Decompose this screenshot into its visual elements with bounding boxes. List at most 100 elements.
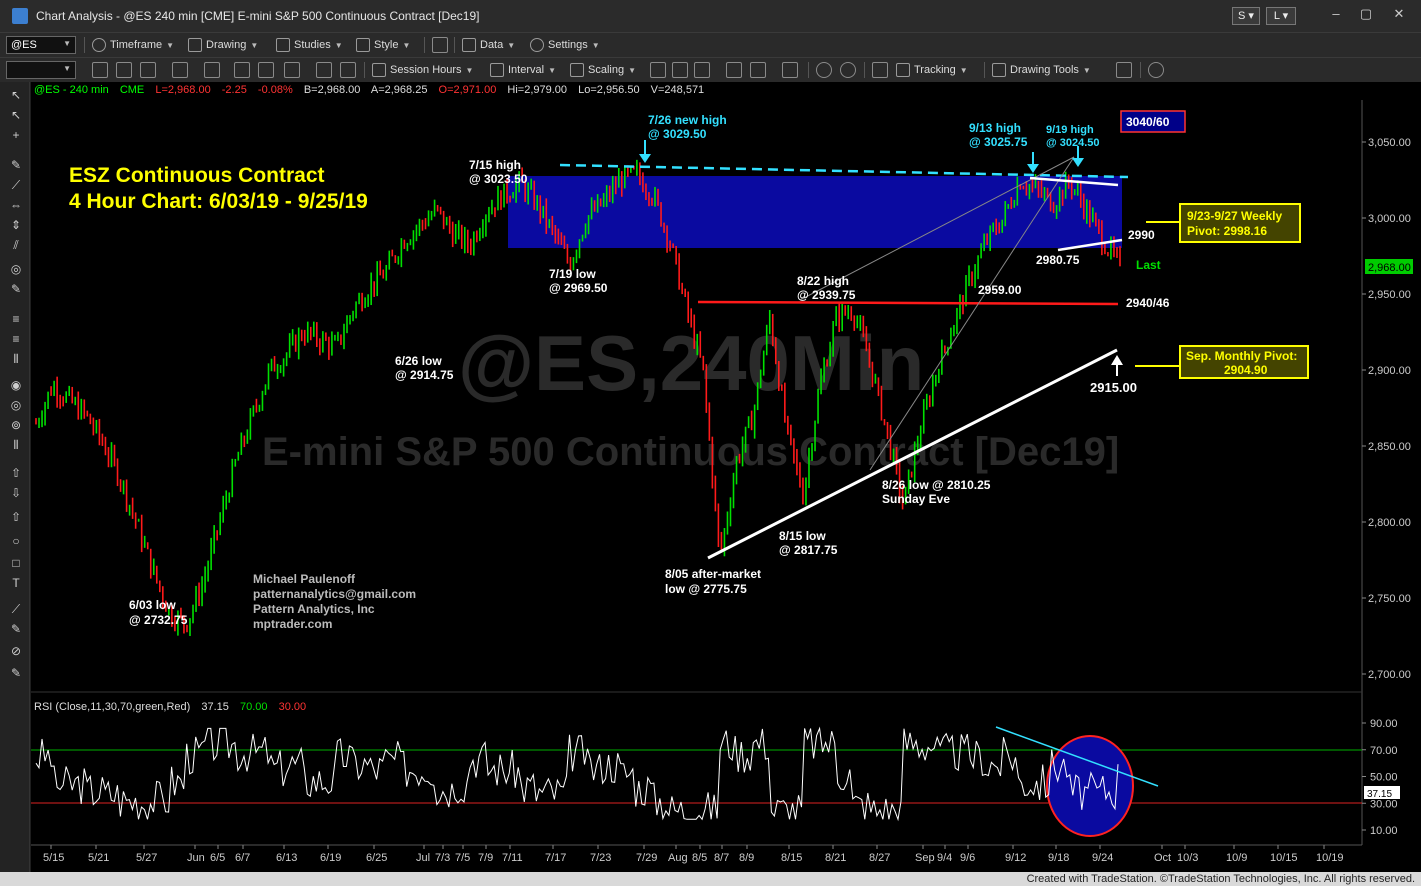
status-high: Hi=2,979.00 [507,84,567,96]
brush-icon[interactable]: ✎ [10,158,22,172]
session-hours-menu[interactable]: Session Hours ▼ [372,63,473,77]
zoom-out-icon[interactable] [840,62,856,78]
cycle-icon[interactable]: ◎ [10,398,22,412]
layout-icon[interactable] [432,37,448,53]
pointer-icon[interactable]: ↖ [10,108,22,122]
chat-icon[interactable] [1148,62,1164,78]
tracking-label: Tracking [914,64,956,76]
gann-icon[interactable]: ◎ [10,262,22,276]
studies-menu[interactable]: Studies ▼ [276,38,343,52]
lock-drawings-icon[interactable]: ⊘ [10,644,22,658]
arrow-select-icon[interactable]: ↖ [10,88,22,102]
crosshair-tool-icon[interactable]: + [12,128,20,142]
indicator-icon[interactable] [316,62,332,78]
weekly-pivot-box [1179,203,1301,243]
date-tick-label: 6/5 [210,852,225,864]
scroll-icon[interactable] [782,62,798,78]
status-volume: V=248,571 [651,84,705,96]
settings-drawings-icon[interactable]: ✎ [10,666,22,680]
chart-svg[interactable]: @ES - 240 min CME L=2,968.00 -2.25 -0.08… [31,82,1421,872]
zoom-in-icon[interactable] [816,62,832,78]
expand-icon[interactable] [750,62,766,78]
rsi-value-marker [1364,786,1400,799]
interval-input[interactable]: ▼ [6,61,76,79]
chart-subtitle: 4 Hour Chart: 6/03/19 - 9/25/19 [69,190,368,213]
crosshair-icon[interactable] [116,62,132,78]
andrews-icon[interactable]: ⦀ [13,438,19,452]
timeframe-menu[interactable]: Timeframe ▼ [92,38,174,52]
price-tick-label: 2,950.00 [1368,289,1411,301]
arrow-0726 [639,140,651,163]
chart-icon[interactable] [172,62,188,78]
arrow-up-icon[interactable]: ⇧ [10,466,22,480]
drawing-tools-menu[interactable]: Drawing Tools ▼ [992,63,1091,77]
eraser-icon[interactable]: ✎ [10,622,22,636]
label-0719-low-price: @ 2969.50 [549,281,608,295]
date-tick-label: 9/4 [937,852,952,864]
arrow-marker-icon[interactable]: ⇧ [10,510,22,524]
candle-icon[interactable] [672,62,688,78]
chart-area[interactable]: @ES - 240 min CME L=2,968.00 -2.25 -0.08… [31,82,1421,872]
label-0913-high: 9/13 high [969,121,1021,135]
print-icon[interactable] [234,62,250,78]
data-menu[interactable]: Data ▼ [462,38,515,52]
grid-icon[interactable] [340,62,356,78]
style-menu[interactable]: Style ▼ [356,38,410,52]
compress-icon[interactable] [726,62,742,78]
author-email: patternanalytics@gmail.com [253,587,416,601]
pitchfork-icon[interactable]: ✎ [10,282,22,296]
vertical-line-icon[interactable]: ⇕ [10,218,22,232]
status-low: Lo=2,956.50 [578,84,639,96]
link-s-button[interactable]: S ▾ [1232,7,1260,25]
label-0822-high: 8/22 high [797,274,849,288]
last-price-marker [1365,259,1413,274]
fib-retracement-icon[interactable]: ≡ [12,312,20,326]
ellipse-icon[interactable]: ○ [12,534,20,548]
trendline-icon[interactable]: ⟋ [11,178,21,192]
status-open: O=2,971.00 [439,84,497,96]
delete-drawings-icon[interactable]: ⟋ [11,602,21,616]
close-icon[interactable]: ✕ [1393,6,1405,21]
maximize-icon[interactable]: ▢ [1359,6,1373,21]
separator [424,37,425,53]
save-icon[interactable] [258,62,274,78]
arrow-down-icon[interactable]: ⇩ [10,486,22,500]
drawing-menu[interactable]: Drawing ▼ [188,38,258,52]
rsi-axis: 90.00 70.00 50.00 30.00 10.00 [1362,718,1398,837]
date-tick-label: 5/27 [136,852,157,864]
date-tick-label: 8/5 [692,852,707,864]
date-tick-label: 7/11 [502,852,523,864]
label-0822-high-price: @ 2939.75 [797,288,856,302]
text-tool-icon[interactable]: T [12,576,20,590]
last-price-label: 2,968.00 [1368,262,1411,274]
fib-timezone-icon[interactable]: ⦀ [13,352,19,366]
interval-menu[interactable]: Interval ▼ [490,63,556,77]
settings-menu[interactable]: Settings ▼ [530,38,600,52]
link-l-button[interactable]: L ▾ [1266,7,1296,25]
symbol-input[interactable]: @ES ▼ [6,36,76,54]
minimize-icon[interactable]: – [1332,6,1340,21]
parallel-lines-icon[interactable]: ⫽ [13,238,19,252]
refresh-icon[interactable] [204,62,220,78]
rectangle-icon[interactable]: □ [12,556,20,570]
link-s-label: S [1238,10,1246,22]
separator [984,62,985,78]
matrix-icon[interactable] [872,62,888,78]
regression-icon[interactable]: ⊚ [10,418,22,432]
fib-extension-icon[interactable]: ≡ [12,332,20,346]
tracking-icon [896,63,910,77]
tracking-menu[interactable]: Tracking ▼ [896,63,968,77]
rsi-tick-label: 50.00 [1370,772,1398,784]
bar-chart-icon[interactable] [650,62,666,78]
calendar-icon[interactable] [140,62,156,78]
horizontal-line-icon[interactable]: ⇔ [10,198,22,212]
export-icon[interactable] [284,62,300,78]
date-tick-label: 6/7 [235,852,250,864]
speedline-icon[interactable]: ◉ [10,378,22,392]
cursor-icon[interactable] [92,62,108,78]
scaling-menu[interactable]: Scaling ▼ [570,63,636,77]
new-window-icon[interactable] [1116,62,1132,78]
monthly-pivot-label: Sep. Monthly Pivot: [1186,349,1297,363]
label-0715-high-price: @ 3023.50 [469,172,528,186]
hollow-candle-icon[interactable] [694,62,710,78]
